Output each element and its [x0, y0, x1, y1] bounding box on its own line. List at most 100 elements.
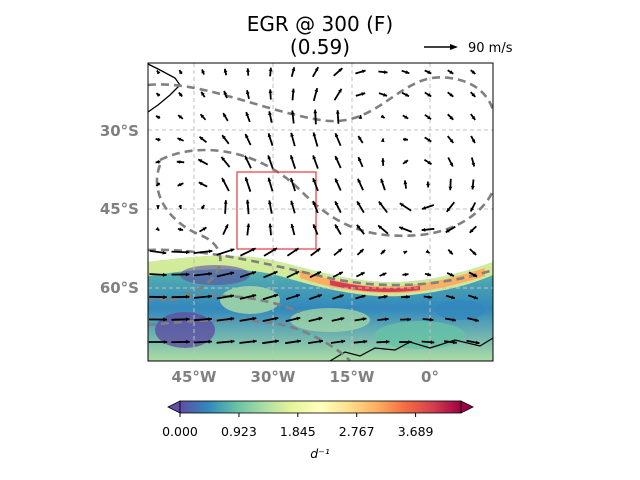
colorbar-tick-label: 2.767	[339, 424, 375, 439]
wind-vector-head	[163, 340, 168, 344]
wind-vector-head	[338, 68, 343, 72]
wind-vector-head	[179, 70, 183, 74]
wind-vector-head	[335, 156, 339, 160]
wind-vector-head	[223, 113, 227, 118]
wind-vector-head	[245, 199, 250, 204]
wind-vector-head	[201, 69, 206, 74]
wind-vector-head	[404, 160, 408, 164]
wind-vector-head	[378, 225, 382, 230]
wind-vector-head	[252, 339, 257, 344]
wind-vector-head	[427, 272, 431, 277]
wind-vector-head	[251, 248, 256, 252]
wind-vector-head	[273, 248, 277, 252]
wind-vector-head	[407, 317, 411, 322]
colorbar: 0.000 0.923 1.845 2.767 3.689 d⁻¹	[162, 400, 474, 461]
wind-vector-head	[163, 317, 167, 322]
map-title-line1: EGR @ 300 (F)	[247, 12, 393, 36]
wind-vectors	[148, 66, 480, 345]
wind-vector-head	[274, 316, 279, 321]
wind-vector-head	[176, 160, 181, 164]
wind-vector-head	[267, 133, 272, 138]
wind-vector-head	[221, 156, 226, 161]
wind-vector-head	[244, 177, 249, 182]
wind-vector-head	[341, 339, 346, 344]
wind-vector-head	[405, 93, 409, 97]
wind-vector-head	[314, 67, 319, 72]
wind-vector-head	[290, 178, 294, 182]
wind-vector-head	[268, 111, 272, 116]
wind-vector-head	[186, 339, 190, 344]
wind-vector-head	[475, 340, 480, 345]
wind-vector-head	[448, 250, 453, 255]
wind-vector-head	[230, 339, 235, 344]
wind-vector-head	[427, 160, 432, 165]
wind-vector-head	[290, 155, 294, 160]
wind-vector-head	[177, 182, 182, 187]
wind-vector-head	[335, 178, 339, 183]
wind-vector-head	[380, 114, 385, 119]
wind-vector-head	[361, 294, 366, 299]
wind-vector-head	[446, 207, 451, 212]
wind-vector-head	[246, 68, 250, 72]
wind-vector-head	[403, 251, 407, 255]
wind-vector-head	[178, 205, 182, 209]
wind-vector-head	[448, 186, 453, 191]
wind-vector-head	[178, 92, 183, 97]
wind-vector-head	[244, 155, 249, 160]
wind-vector-head	[405, 70, 410, 74]
wind-vector-head	[275, 339, 279, 344]
lat-label-60s: 60°S	[100, 279, 139, 297]
wind-vector-head	[185, 250, 190, 255]
wind-vector-head	[208, 272, 212, 276]
wind-vector-head	[318, 316, 323, 321]
wind-vector-head	[156, 93, 161, 97]
wind-vector-head	[268, 200, 272, 205]
wind-vector-head	[358, 115, 363, 119]
wind-vector-head	[385, 339, 390, 344]
wind-vector-head	[399, 226, 404, 231]
wind-vector-head	[381, 249, 386, 254]
lat-label-30s: 30°S	[100, 122, 139, 140]
graticule	[148, 63, 493, 361]
wind-vector-head	[383, 92, 387, 97]
wind-vector-head	[268, 67, 273, 72]
wind-vector-head	[429, 317, 434, 322]
wind-vector-head	[361, 69, 366, 74]
wind-vector-head	[179, 227, 183, 232]
wind-vector-head	[335, 133, 339, 138]
coastline-antarctic	[329, 337, 493, 361]
wind-vector-head	[312, 201, 317, 206]
wind-vector-head	[185, 272, 190, 277]
wind-vector-head	[383, 294, 388, 299]
colorbar-tick-label: 1.845	[280, 424, 316, 439]
wind-vector-head	[208, 317, 212, 321]
wind-vector-head	[297, 339, 301, 344]
wind-vector-head	[380, 138, 385, 143]
wind-vector-head	[230, 294, 235, 298]
wind-vector-head	[340, 317, 345, 321]
wind-vector-head	[251, 271, 256, 275]
wind-vector-head	[449, 162, 453, 167]
quiver-key-arrowhead	[450, 44, 458, 50]
wind-vector-head	[359, 249, 364, 253]
wind-vector-head	[470, 185, 475, 190]
wind-vector-head	[295, 271, 300, 275]
wind-vector-head	[449, 272, 454, 277]
wind-vector-head	[317, 294, 322, 298]
wind-vector-head	[406, 295, 410, 299]
wind-vector-head	[294, 248, 299, 252]
wind-vector-head	[316, 248, 321, 253]
wind-vector-head	[382, 272, 387, 277]
wind-vector-head	[470, 207, 474, 212]
wind-vector-head	[338, 271, 343, 276]
wind-vector-head	[403, 180, 408, 185]
wind-vector-head	[335, 201, 339, 206]
wind-vector-head	[445, 228, 450, 233]
wind-vector-head	[246, 223, 251, 228]
wind-vector-head	[404, 272, 409, 277]
wind-vector-head	[291, 88, 296, 93]
wind-vector-head	[404, 137, 408, 142]
wind-vector-head	[453, 340, 457, 345]
wind-vector-head	[290, 110, 295, 115]
